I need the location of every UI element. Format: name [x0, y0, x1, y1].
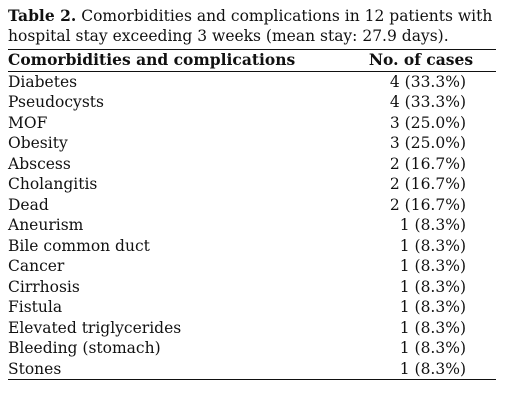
table-row: Abscess 2 (16.7%) [8, 154, 496, 175]
condition-cell: Obesity [8, 134, 68, 152]
table-row: Cancer 1 (8.3%) [8, 256, 496, 277]
table-row: Elevated triglycerides 1 (8.3%) [8, 318, 496, 339]
condition-cell: Fistula [8, 298, 63, 316]
condition-cell: Elevated triglycerides [8, 318, 182, 337]
top-rule [8, 49, 496, 50]
cases-cell: 3 (25.0%) [389, 134, 466, 152]
table-row: Stones 1 (8.3%) [8, 359, 496, 380]
cases-cell: 1 (8.3%) [399, 339, 466, 357]
condition-cell: Bleeding (stomach) [8, 339, 161, 357]
header-cases: No. of cases [346, 50, 496, 72]
table-row: Fistula 1 (8.3%) [8, 297, 496, 318]
condition-cell: Cholangitis [8, 175, 98, 193]
caption-text: Comorbidities and complications in 12 pa… [8, 7, 493, 45]
condition-cell: Aneurism [8, 216, 84, 234]
table-row: Bile common duct 1 (8.3%) [8, 236, 496, 257]
header-comorbidities: Comorbidities and complications [8, 50, 346, 72]
cases-cell: 2 (16.7%) [389, 195, 466, 214]
condition-cell: Diabetes [8, 72, 78, 91]
table-body: Diabetes 4 (33.3%) Pseudocysts 4 (33.3%) MOF… [8, 71, 496, 379]
table-row: Dead 2 (16.7%) [8, 195, 496, 216]
table-figure: Table 2. Comorbidities and complications… [8, 6, 496, 380]
table-row: MOF 3 (25.0%) [8, 113, 496, 134]
condition-cell: Bile common duct [8, 236, 150, 255]
table-row: Bleeding (stomach) 1 (8.3%) [8, 338, 496, 359]
table-row: Diabetes 4 (33.3%) [8, 71, 496, 92]
table-row: Aneurism 1 (8.3%) [8, 215, 496, 236]
data-table: Comorbidities and complications No. of c… [8, 50, 496, 379]
cases-cell: 1 (8.3%) [399, 318, 466, 337]
caption-label: Table 2. [8, 6, 77, 25]
table-row: Cirrhosis 1 (8.3%) [8, 277, 496, 298]
cases-cell: 1 (8.3%) [399, 236, 466, 255]
cases-cell: 1 (8.3%) [399, 298, 466, 316]
condition-cell: Stones [8, 359, 62, 378]
header-row: Comorbidities and complications No. of c… [8, 50, 496, 72]
condition-cell: Dead [8, 195, 49, 214]
condition-cell: Abscess [8, 154, 71, 173]
condition-cell: Cirrhosis [8, 277, 80, 296]
cases-cell: 3 (25.0%) [389, 113, 466, 132]
table-caption: Table 2. Comorbidities and complications… [8, 6, 496, 46]
cases-cell: 2 (16.7%) [389, 175, 466, 193]
cases-cell: 1 (8.3%) [399, 216, 466, 234]
cases-cell: 4 (33.3%) [389, 93, 466, 111]
cases-cell: 4 (33.3%) [389, 72, 466, 91]
bottom-rule [8, 379, 496, 380]
cases-cell: 1 (8.3%) [399, 277, 466, 296]
condition-cell: Pseudocysts [8, 93, 104, 111]
table-row: Obesity 3 (25.0%) [8, 133, 496, 154]
cases-cell: 1 (8.3%) [399, 359, 466, 378]
condition-cell: Cancer [8, 257, 65, 275]
table-row: Pseudocysts 4 (33.3%) [8, 92, 496, 113]
cases-cell: 1 (8.3%) [399, 257, 466, 275]
table-row: Cholangitis 2 (16.7%) [8, 174, 496, 195]
cases-cell: 2 (16.7%) [389, 154, 466, 173]
condition-cell: MOF [8, 113, 48, 132]
